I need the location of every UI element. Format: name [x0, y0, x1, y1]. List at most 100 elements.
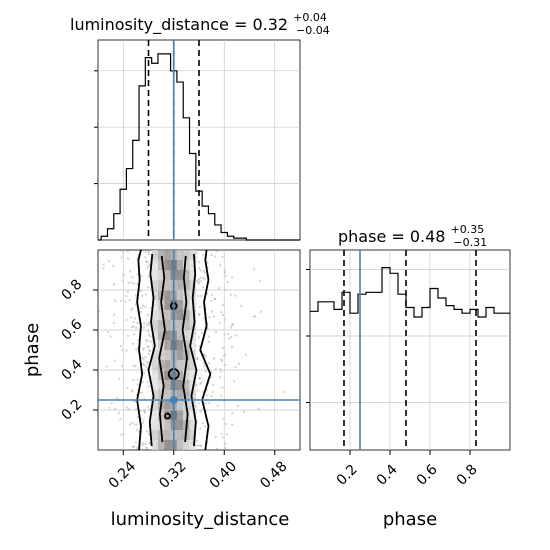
joint-sample-point — [125, 406, 128, 409]
joint-sample-point — [134, 294, 138, 297]
joint-sample-point — [114, 299, 117, 302]
joint-sample-point — [210, 299, 213, 303]
joint-sample-point — [145, 360, 148, 363]
joint-sample-point — [199, 269, 202, 272]
joint-sample-point — [146, 345, 149, 348]
ld-histogram-panel: luminosity_distance = 0.32 +0.04 −0.04 — [70, 6, 332, 241]
ld-histogram-title: luminosity_distance = 0.32 +0.04 −0.04 — [70, 6, 332, 37]
joint-sample-point — [105, 365, 108, 368]
joint-density-cell — [164, 300, 171, 310]
joint-sample-point — [136, 383, 139, 386]
joint-density-cell — [189, 250, 196, 260]
joint-sample-point — [229, 293, 232, 296]
joint-sample-point — [211, 293, 214, 297]
joint-sample-point — [195, 439, 199, 443]
joint-sample-point — [147, 352, 150, 355]
joint-sample-point — [224, 442, 227, 446]
joint-density-cell — [183, 310, 190, 320]
joint-sample-point — [220, 358, 223, 361]
joint-sample-point — [140, 391, 143, 394]
joint-sample-point — [236, 404, 240, 408]
joint-sample-point — [136, 321, 139, 325]
joint-sample-point — [119, 299, 123, 302]
joint-sample-point — [204, 425, 207, 428]
joint-contour-line — [199, 249, 212, 451]
joint-density-cell — [164, 410, 171, 420]
joint-sample-point — [134, 303, 137, 306]
joint-sample-point — [146, 330, 150, 333]
joint-sample-point — [146, 339, 149, 342]
joint-y-tick-label: 0.2 — [58, 396, 85, 423]
joint-sample-point — [221, 347, 225, 350]
joint-sample-point — [119, 433, 123, 436]
joint-density-cell — [189, 310, 196, 320]
joint-sample-point — [208, 316, 211, 319]
joint-x-ticks: 0.24 0.32 0.40 0.48 — [106, 450, 291, 492]
joint-sample-point — [141, 381, 144, 384]
joint-sample-point — [144, 442, 147, 446]
joint-density-cell — [183, 250, 190, 260]
joint-density-cell — [176, 410, 184, 420]
joint-sample-point — [110, 402, 113, 405]
joint-sample-point — [213, 297, 216, 301]
joint-density-cell — [157, 280, 165, 290]
joint-sample-point — [143, 411, 146, 414]
joint-sample-point — [126, 250, 129, 253]
joint-sample-point — [229, 326, 232, 329]
joint-sample-point — [131, 326, 134, 329]
joint-sample-point — [112, 283, 116, 286]
joint-sample-point — [230, 324, 234, 327]
joint-x-tick-label: 0.32 — [156, 458, 189, 491]
joint-sample-point — [133, 282, 136, 285]
joint-density-cell — [157, 330, 165, 340]
joint-density-cell — [189, 370, 196, 380]
joint-density-cell — [151, 390, 158, 400]
joint-sample-point — [130, 421, 134, 424]
joint-y-ticks: 0.2 0.4 0.6 0.8 — [58, 276, 98, 424]
joint-sample-point — [199, 427, 202, 430]
joint-sample-point — [143, 322, 146, 325]
joint-contour-line — [189, 253, 198, 447]
phase-x-tick-label: 0.2 — [334, 462, 361, 489]
joint-sample-point — [119, 418, 122, 421]
joint-sample-point — [257, 407, 260, 411]
joint-sample-point — [147, 345, 151, 348]
joint-sample-point — [210, 394, 213, 398]
joint-sample-point — [145, 339, 148, 342]
joint-sample-point — [118, 377, 121, 380]
joint-density-cell — [176, 320, 184, 330]
ld-histogram-y-ticks — [94, 70, 98, 185]
joint-sample-point — [130, 316, 133, 319]
joint-sample-point — [215, 250, 219, 253]
joint-sample-point — [140, 306, 143, 310]
joint-sample-point — [203, 353, 206, 356]
joint-sample-point — [221, 255, 224, 258]
joint-sample-point — [119, 345, 122, 348]
joint-density-cell — [189, 320, 196, 330]
phase-x-tick-label: 0.8 — [454, 462, 481, 489]
joint-sample-point — [203, 271, 206, 274]
joint-sample-point — [127, 281, 130, 285]
joint-density-cell — [157, 290, 165, 300]
joint-contour-island — [164, 412, 171, 420]
joint-density-cell — [164, 350, 171, 360]
joint-sample-point — [144, 356, 147, 359]
joint-contours — [136, 249, 212, 451]
joint-density-cell — [157, 320, 165, 330]
joint-density-cell — [176, 260, 184, 270]
joint-density-cell — [151, 260, 158, 270]
joint-sample-point — [142, 326, 145, 329]
joint-sample-point — [220, 370, 223, 373]
joint-density-cell — [164, 420, 171, 430]
joint-density-cell — [151, 360, 158, 370]
joint-sample-point — [142, 358, 145, 361]
joint-density-cell — [176, 300, 184, 310]
joint-sample-point — [141, 443, 144, 447]
joint-density-cell — [183, 410, 190, 420]
joint-sample-point — [200, 294, 203, 297]
joint-density-cell — [176, 400, 184, 410]
joint-scatter-panel: 0.24 0.32 0.40 0.48 0.2 0.4 0.6 0.8 luminosity… — [22, 248, 301, 530]
joint-sample-point — [231, 423, 234, 426]
joint-sample-point — [230, 336, 233, 339]
joint-density-cell — [151, 290, 158, 300]
